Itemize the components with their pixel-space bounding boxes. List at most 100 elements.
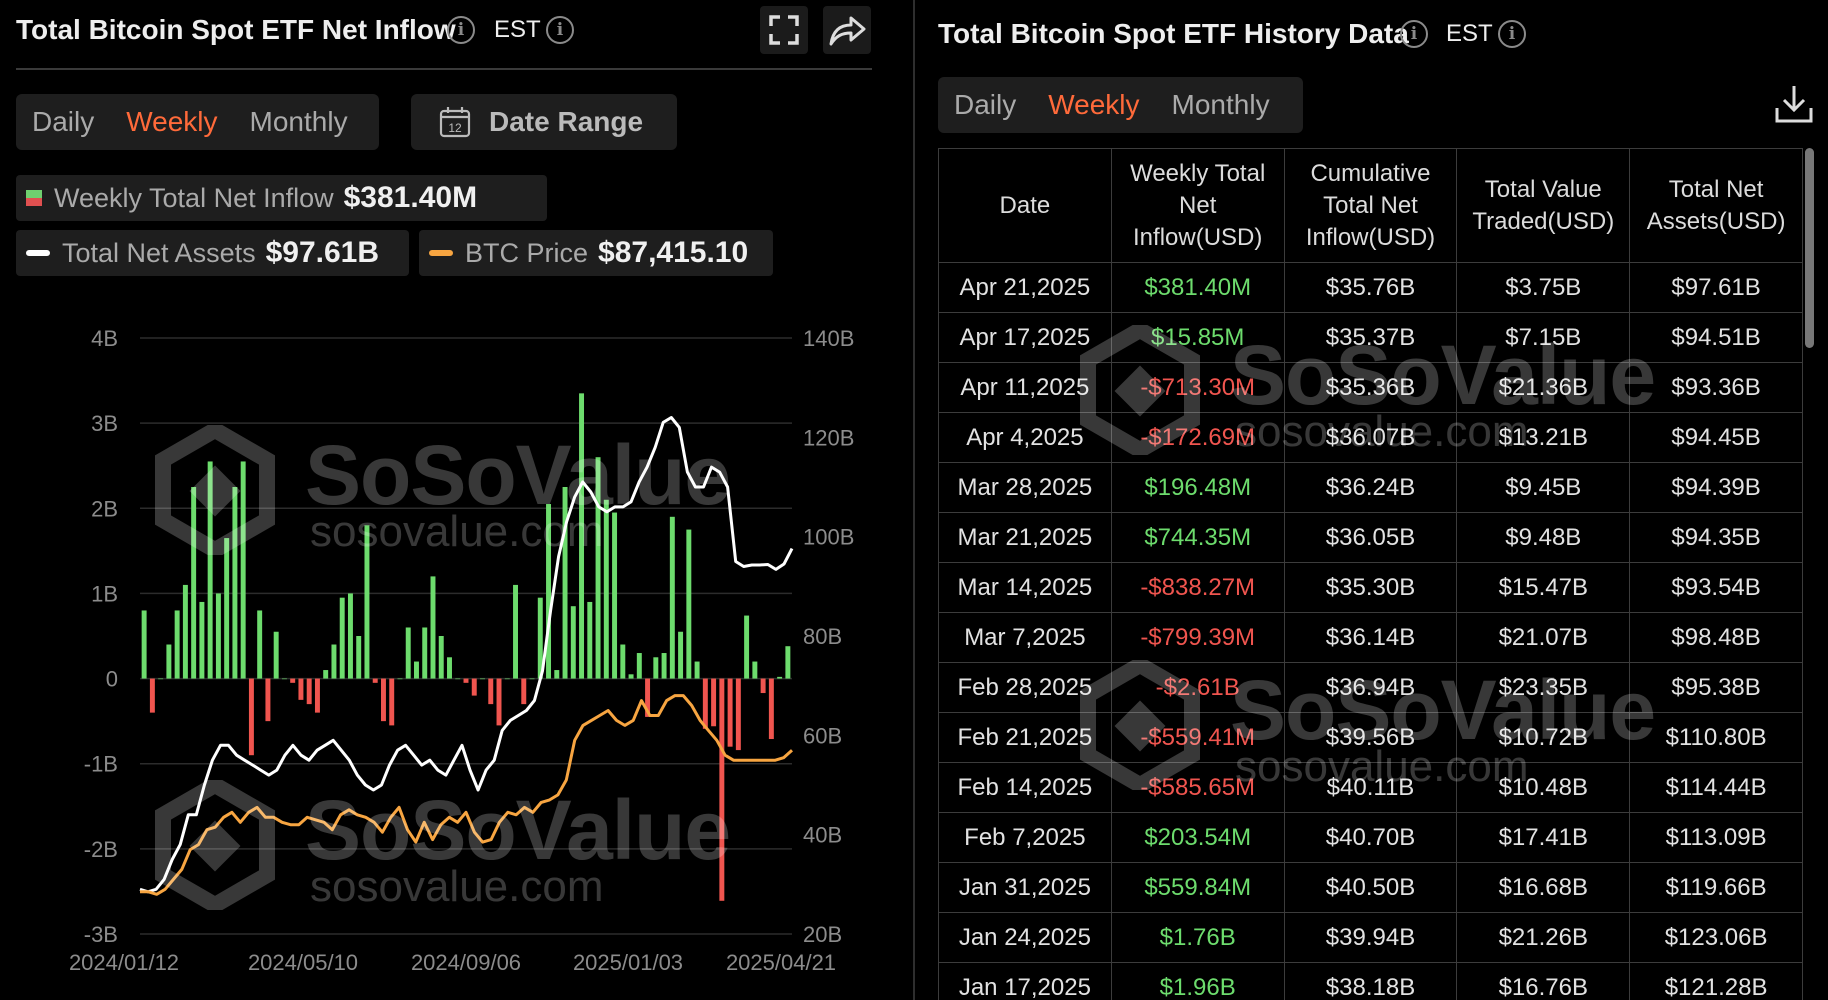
inflow-bar[interactable] xyxy=(356,636,362,679)
inflow-bar[interactable] xyxy=(628,674,634,679)
inflow-bar[interactable] xyxy=(546,504,552,679)
info-icon[interactable]: i xyxy=(1400,20,1428,48)
inflow-bar[interactable] xyxy=(603,499,609,679)
inflow-bar[interactable] xyxy=(430,576,436,679)
inflow-bar[interactable] xyxy=(620,644,626,679)
inflow-bar[interactable] xyxy=(290,678,296,683)
table-row[interactable]: Jan 31,2025 $559.84M $40.50B $16.68B $119.66… xyxy=(938,862,1803,913)
share-button[interactable] xyxy=(823,6,871,54)
column-header-weekly-inflow[interactable]: Weekly Total Net Inflow(USD) xyxy=(1110,148,1285,263)
inflow-bar[interactable] xyxy=(207,461,213,679)
table-row[interactable]: Jan 17,2025 $1.96B $38.18B $16.76B $121.28B xyxy=(938,962,1803,1000)
inflow-bar[interactable] xyxy=(414,661,419,679)
inflow-bar[interactable] xyxy=(298,678,304,700)
inflow-bar[interactable] xyxy=(455,678,461,680)
tab-monthly[interactable]: Monthly xyxy=(1171,89,1270,120)
inflow-bar[interactable] xyxy=(752,661,758,679)
inflow-bar[interactable] xyxy=(785,646,791,679)
inflow-bar[interactable] xyxy=(471,678,477,696)
inflow-bar[interactable] xyxy=(760,678,766,694)
inflow-bar[interactable] xyxy=(199,601,205,679)
column-header-cumulative-inflow[interactable]: Cumulative Total Net Inflow(USD) xyxy=(1283,148,1458,263)
inflow-bar[interactable] xyxy=(380,678,386,722)
inflow-bar[interactable] xyxy=(174,610,180,679)
date-range-button[interactable]: 12 Date Range xyxy=(411,94,677,150)
inflow-bar[interactable] xyxy=(529,678,535,680)
inflow-bar[interactable] xyxy=(339,597,345,679)
legend-btc[interactable]: BTC Price $87,415.10 xyxy=(419,230,773,276)
inflow-bar[interactable] xyxy=(612,512,618,679)
table-row[interactable]: Jan 24,2025 $1.76B $39.94B $21.26B $123.06B xyxy=(938,912,1803,963)
inflow-bar[interactable] xyxy=(323,670,329,679)
inflow-bar[interactable] xyxy=(513,584,518,679)
inflow-bar[interactable] xyxy=(149,678,155,713)
inflow-bar[interactable] xyxy=(224,538,230,679)
table-row[interactable]: Apr 11,2025 -$713.30M $35.36B $21.36B $93.36… xyxy=(938,362,1803,413)
fullscreen-button[interactable] xyxy=(760,6,808,54)
info-icon[interactable]: i xyxy=(447,16,475,44)
inflow-bar[interactable] xyxy=(570,606,576,679)
inflow-bar[interactable] xyxy=(248,678,254,756)
inflow-bar[interactable] xyxy=(389,678,395,726)
inflow-bar[interactable] xyxy=(669,516,675,679)
inflow-bar[interactable] xyxy=(595,457,601,679)
table-row[interactable]: Apr 21,2025 $381.40M $35.76B $3.75B $97.61B xyxy=(938,262,1803,313)
inflow-bar[interactable] xyxy=(347,593,353,679)
inflow-bar[interactable] xyxy=(331,644,337,679)
inflow-bar[interactable] xyxy=(166,644,172,679)
inflow-bar[interactable] xyxy=(645,678,651,717)
inflow-bar[interactable] xyxy=(496,678,502,726)
inflow-bar[interactable] xyxy=(579,393,585,679)
inflow-bar[interactable] xyxy=(711,678,717,727)
inflow-bar[interactable] xyxy=(182,584,188,679)
inflow-bar[interactable] xyxy=(504,678,510,680)
inflow-bar[interactable] xyxy=(265,678,271,722)
inflow-bar[interactable] xyxy=(488,678,494,705)
inflow-bar[interactable] xyxy=(678,631,684,679)
table-row[interactable]: Apr 4,2025 -$172.69M $36.07B $13.21B $94.45B xyxy=(938,412,1803,463)
inflow-bar[interactable] xyxy=(273,631,279,679)
inflow-bar[interactable] xyxy=(702,678,708,729)
inflow-bar[interactable] xyxy=(158,678,164,680)
inflow-bar[interactable] xyxy=(562,487,568,679)
inflow-bar[interactable] xyxy=(405,627,411,679)
download-icon[interactable] xyxy=(1772,82,1816,126)
inflow-bar[interactable] xyxy=(364,525,370,679)
table-row[interactable]: Mar 21,2025 $744.35M $36.05B $9.48B $94.35B xyxy=(938,512,1803,563)
inflow-bar[interactable] xyxy=(141,610,147,679)
inflow-bar[interactable] xyxy=(653,657,659,679)
tab-daily[interactable]: Daily xyxy=(954,89,1017,120)
scrollbar-thumb[interactable] xyxy=(1805,148,1814,348)
inflow-bar[interactable] xyxy=(686,529,692,679)
timezone-info-icon[interactable]: i xyxy=(1498,20,1526,48)
inflow-bar[interactable] xyxy=(257,610,263,679)
inflow-bar[interactable] xyxy=(281,678,287,680)
inflow-bar[interactable] xyxy=(480,678,485,680)
inflow-bar[interactable] xyxy=(215,593,221,679)
table-row[interactable]: Mar 28,2025 $196.48M $36.24B $9.45B $94.39B xyxy=(938,462,1803,513)
inflow-bar[interactable] xyxy=(735,678,741,751)
tab-weekly[interactable]: Weekly xyxy=(1048,89,1140,120)
inflow-bar[interactable] xyxy=(521,678,527,705)
tab-weekly[interactable]: Weekly xyxy=(126,106,218,137)
history-table-container[interactable]: Date Weekly Total Net Inflow(USD) Cumula… xyxy=(938,148,1803,1000)
table-row[interactable]: Mar 7,2025 -$799.39M $36.14B $21.07B $98.48B xyxy=(938,612,1803,663)
inflow-bar[interactable] xyxy=(727,678,733,747)
inflow-bar[interactable] xyxy=(636,653,642,679)
inflow-bar[interactable] xyxy=(372,678,378,683)
column-header-value-traded[interactable]: Total Value Traded(USD) xyxy=(1456,148,1631,263)
inflow-bar[interactable] xyxy=(587,601,593,679)
table-row[interactable]: Feb 28,2025 -$2.61B $36.94B $23.35B $95.38B xyxy=(938,662,1803,713)
legend-inflow[interactable]: Weekly Total Net Inflow $381.40M xyxy=(16,175,547,221)
inflow-bar[interactable] xyxy=(438,636,444,679)
inflow-bar[interactable] xyxy=(719,678,725,901)
inflow-bar[interactable] xyxy=(306,678,312,705)
inflow-bar[interactable] xyxy=(554,670,560,679)
inflow-bar[interactable] xyxy=(768,678,774,740)
inflow-bar[interactable] xyxy=(191,487,197,679)
table-row[interactable]: Feb 7,2025 $203.54M $40.70B $17.41B $113.09B xyxy=(938,812,1803,863)
inflow-bar[interactable] xyxy=(694,661,700,679)
legend-assets[interactable]: Total Net Assets $97.61B xyxy=(16,230,409,276)
inflow-bar[interactable] xyxy=(314,678,320,713)
table-row[interactable]: Apr 17,2025 $15.85M $35.37B $7.15B $94.51B xyxy=(938,312,1803,363)
